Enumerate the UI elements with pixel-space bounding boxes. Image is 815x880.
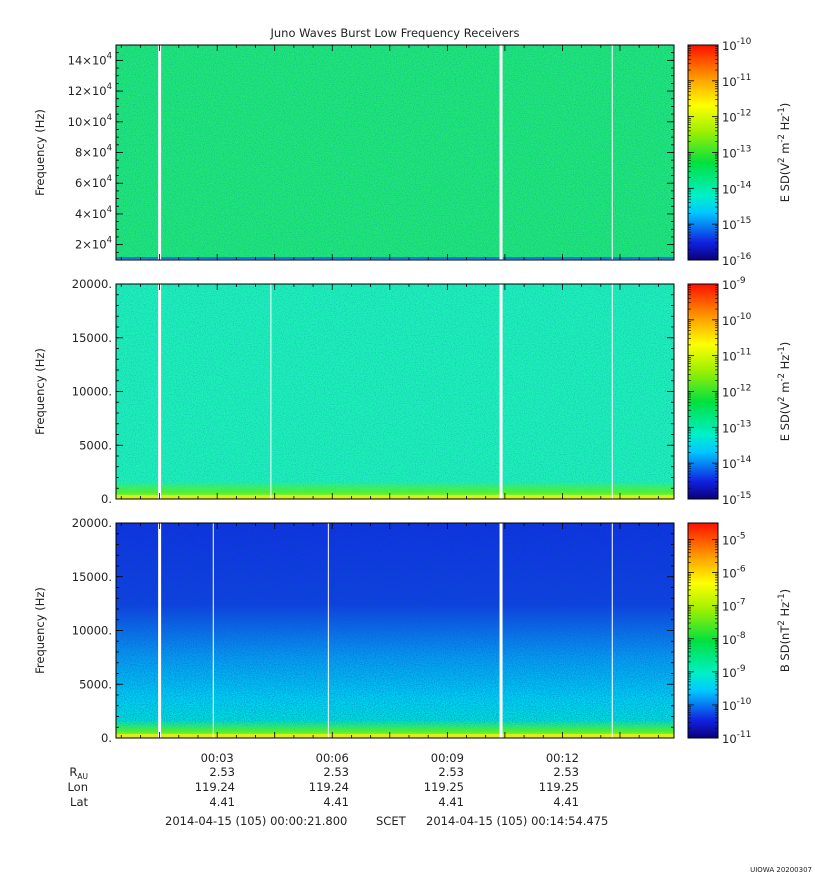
colorbar-tick-label: 10-10 [722,697,752,713]
colorbar-label: E SD(V2 m-2 Hz-1) [777,342,792,442]
ephemeris-value: 119.24 [309,780,349,794]
y-tick-label: 5000. [79,438,112,452]
generation-stamp: UIOWA 20200307 [750,866,812,874]
y-tick-label: 4×104 [75,205,112,221]
low-frequency-band-core [116,495,674,498]
x-tick-label: 00:12 [546,751,579,765]
ephemeris-value: 119.25 [424,780,464,794]
ephemeris-value: 119.24 [195,780,235,794]
data-gap-line [270,284,272,499]
y-tick-label: 8×104 [75,144,112,160]
colorbar-tick-label: 10-11 [722,348,751,364]
colorbar-tick-label: 10-5 [722,532,746,548]
figure-title: Juno Waves Burst Low Frequency Receivers [269,26,519,40]
data-gap-line [499,45,503,260]
ephemeris-value: 2.53 [209,765,235,779]
data-gap-line [499,523,503,738]
y-tick-label: 10×104 [68,113,112,129]
colorbar-tick-label: 10-15 [722,491,751,507]
colorbar-tick-label: 10-9 [722,664,746,680]
colorbar-tick-label: 10-14 [722,455,752,471]
colorbar-tick-label: 10-16 [722,252,752,268]
colorbar: 10-11 10-10 10-9 10-8 10-7 10-6 10-5 B SD(nT2 H… [687,522,792,746]
ephemeris-value: 4.41 [323,795,349,809]
colorbar: 10-16 10-15 10-14 10-13 10-12 10-11 10-10 E SD(… [687,37,792,268]
low-frequency-band [116,257,674,259]
spectrogram-texture [116,523,674,738]
colorbar-tick-label: 10-12 [722,384,751,400]
y-tick-label: 6×104 [75,174,112,190]
time-range-start: 2014-04-15 (105) 00:00:21.800 [165,814,347,828]
y-tick-label: 5000. [79,677,112,691]
y-tick-label: 0. [101,492,112,506]
colorbar-tick-label: 10-7 [722,598,746,614]
spectrogram-panel-2: 0. 5000. 10000. 15000. 20000. Frequency (Hz) 1… [33,276,792,507]
colorbar-tick-label: 10-14 [722,180,752,196]
ephemeris-value: 4.41 [553,795,579,809]
data-gap-line [158,284,162,499]
colorbar-tick-label: 10-11 [722,73,751,89]
data-gap-line [327,523,330,738]
colorbar-tick-label: 10-10 [722,312,752,328]
ephemeris-value: 2.53 [323,765,349,779]
colorbar-tick-label: 10-13 [722,419,751,435]
colorbar-tick-label: 10-11 [722,730,751,746]
ephemeris-value: 4.41 [438,795,464,809]
spectrogram-texture [116,284,674,499]
y-axis-label: Frequency (Hz) [33,348,47,435]
low-frequency-band [116,720,674,738]
ephemeris-value: 4.41 [209,795,235,809]
data-gap-line [158,523,162,738]
colorbar-tick-label: 10-15 [722,216,751,232]
colorbar-tick-label: 10-12 [722,109,751,125]
ephemeris-row-label: Lat [70,795,88,809]
spectrogram-texture [116,45,674,260]
colorbar: 10-15 10-14 10-13 10-12 10-11 10-10 10-9 E SD(V… [687,276,792,507]
y-tick-label: 20000. [72,516,112,530]
y-tick-label: 12×104 [68,82,112,98]
y-tick-label: 14×104 [68,51,112,67]
y-tick-label: 15000. [72,570,112,584]
low-frequency-band [116,481,674,499]
time-range-end: 2014-04-15 (105) 00:14:54.475 [426,814,608,828]
data-gap-line [611,45,613,260]
scet-label: SCET [376,814,407,828]
colorbar-tick-label: 10-10 [722,37,752,53]
y-tick-label: 10000. [72,385,112,399]
colorbar-tick-label: 10-9 [722,276,746,292]
colorbar-label: E SD(V2 m-2 Hz-1) [777,103,792,203]
data-gap-line [611,284,613,499]
data-gap-line [158,45,162,260]
y-tick-label: 2×104 [75,236,112,252]
colorbar-label: B SD(nT2 Hz-1) [777,589,792,672]
ephemeris-row-label: RAU [69,765,88,781]
data-gap-line [212,523,214,738]
data-gap-line [611,523,613,738]
low-frequency-band-core [116,734,674,737]
ephemeris-value: 119.25 [539,780,579,794]
y-tick-label: 0. [101,731,112,745]
x-tick-label: 00:03 [201,751,234,765]
data-gap-line [499,284,503,499]
x-tick-label: 00:09 [431,751,464,765]
ephemeris-value: 2.53 [553,765,579,779]
colorbar-gradient [687,522,719,739]
y-axis-label: Frequency (Hz) [33,587,47,674]
ephemeris-value: 2.53 [438,765,464,779]
colorbar-tick-label: 10-8 [722,631,746,647]
spectrogram-panel-3: 0. 5000. 10000. 15000. 20000. Frequency (Hz) 0… [33,516,792,765]
y-tick-label: 20000. [72,277,112,291]
y-tick-label: 10000. [72,624,112,638]
ephemeris-table: RAU 2.53 2.53 2.53 2.53 Lon 119.24 119.24 119.25… [67,765,579,809]
colorbar-tick-label: 10-6 [722,565,746,581]
y-axis-label: Frequency (Hz) [33,109,47,196]
ephemeris-row-label: Lon [67,780,88,794]
colorbar-tick-label: 10-13 [722,145,751,161]
x-tick-label: 00:06 [316,751,349,765]
y-tick-label: 15000. [72,331,112,345]
spectrogram-panel-1: 2×104 4×104 6×104 8×104 10×104 12×104 14×104 Fr… [33,37,792,268]
